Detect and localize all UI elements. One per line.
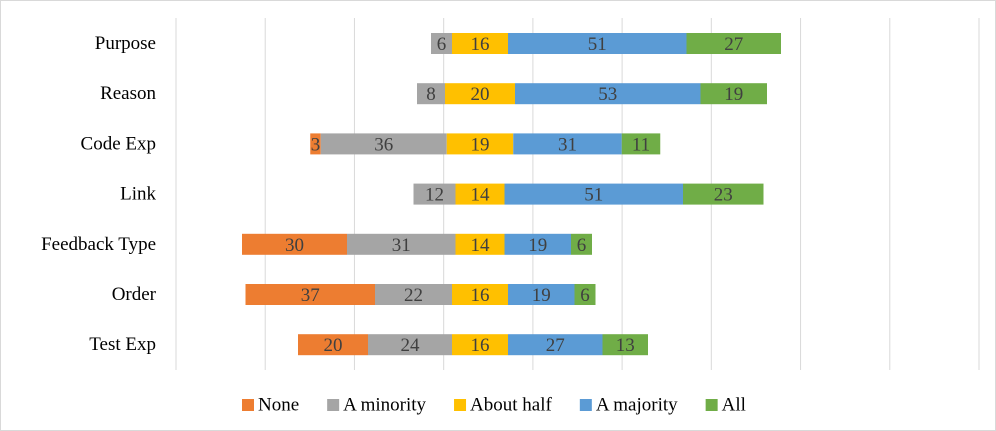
bar-a-minority-link [413,183,456,205]
data-label-about-half-code-exp: 19 [471,134,490,155]
data-label-a-majority-order: 19 [532,285,551,306]
category-label-test-exp: Test Exp [89,334,156,355]
data-label-all-order: 6 [580,285,590,306]
legend-label-all: All [722,395,746,416]
bar-a-majority-code-exp [513,133,622,155]
legend-swatch-all [705,399,718,411]
data-label-a-minority-feedback-type: 31 [392,235,411,256]
bar-a-majority-feedback-type [504,233,571,255]
bar-about-half-test-exp [452,334,508,356]
legend-label-a-majority: A majority [596,395,678,416]
category-label-purpose: Purpose [95,33,156,54]
data-label-about-half-purpose: 16 [471,34,490,55]
legend-label-a-minority: A minority [343,395,426,416]
bar-a-minority-feedback-type [347,233,456,255]
data-label-about-half-test-exp: 16 [471,335,490,356]
legend-swatch-none [242,399,254,411]
data-label-none-code-exp: 3 [311,134,321,155]
legend-swatch-about-half [454,399,467,411]
data-label-a-minority-code-exp: 36 [374,134,393,155]
bar-about-half-order [452,284,508,305]
bar-a-minority-test-exp [368,334,452,356]
data-label-a-minority-test-exp: 24 [401,335,421,356]
bar-about-half-reason [445,83,515,105]
category-label-feedback-type: Feedback Type [41,234,156,255]
bar-about-half-purpose [452,33,508,54]
bar-none-code-exp [310,133,321,155]
bar-about-half-code-exp [446,133,514,155]
bar-about-half-link [455,183,505,205]
data-label-a-majority-link: 51 [584,185,603,206]
data-label-a-minority-reason: 8 [426,84,436,105]
data-label-none-test-exp: 20 [324,335,343,356]
category-label-code-exp: Code Exp [81,133,156,154]
bar-a-majority-purpose [508,33,687,54]
legend-label-none: None [258,395,299,416]
data-label-a-minority-purpose: 6 [437,34,447,55]
data-label-all-code-exp: 11 [632,134,650,155]
legend-swatch-a-minority [327,399,340,411]
data-label-a-minority-order: 22 [404,285,423,306]
bar-a-majority-test-exp [508,334,603,356]
legend-label-about-half: About half [470,395,552,416]
data-label-about-half-feedback-type: 14 [471,235,491,256]
legend-swatch-a-majority [579,399,592,411]
data-label-about-half-order: 16 [471,285,490,306]
data-label-a-majority-purpose: 51 [588,34,607,55]
bar-a-minority-order [375,284,452,305]
data-label-none-feedback-type: 30 [285,235,304,256]
legend: None A minority About half A majority All [242,395,746,416]
bar-a-minority-purpose [431,33,452,54]
data-label-all-link: 23 [714,185,733,206]
bar-none-order [245,284,375,305]
data-label-a-majority-feedback-type: 19 [528,235,547,256]
data-label-all-reason: 19 [724,84,743,105]
bar-all-link [683,183,764,205]
data-label-all-purpose: 27 [724,34,743,55]
bar-all-code-exp [621,133,661,155]
data-label-a-majority-code-exp: 31 [558,134,577,155]
bar-a-majority-order [508,284,575,305]
category-label-link: Link [120,184,156,205]
bar-all-reason [700,83,767,105]
bar-all-test-exp [602,334,648,356]
data-label-a-minority-link: 12 [425,185,444,206]
category-axis: Purpose Reason Code Exp Link Feedback Type Or… [41,33,157,355]
bar-none-feedback-type [242,233,347,255]
bar-a-majority-link [504,183,683,205]
bar-a-minority-reason [417,83,445,105]
bar-all-feedback-type [571,233,592,255]
category-label-order: Order [112,284,157,305]
data-label-all-test-exp: 13 [616,335,635,356]
data-label-about-half-link: 14 [471,185,491,206]
data-label-none-order: 37 [301,285,320,306]
bar-about-half-feedback-type [455,233,505,255]
bar-a-minority-code-exp [320,133,447,155]
bar-all-purpose [686,33,781,54]
data-label-about-half-reason: 20 [471,84,490,105]
data-label-a-majority-reason: 53 [598,84,617,105]
category-label-reason: Reason [100,83,156,104]
bar-none-test-exp [298,334,368,356]
bar-a-majority-reason [515,83,701,105]
bar-all-order [574,284,596,305]
bar-series: 6 16 51 27 8 20 53 19 3 36 19 31 11 12 14 51 23 30 31 14 19 6… [242,33,781,356]
data-label-all-feedback-type: 6 [577,235,587,256]
data-label-a-majority-test-exp: 27 [546,335,565,356]
